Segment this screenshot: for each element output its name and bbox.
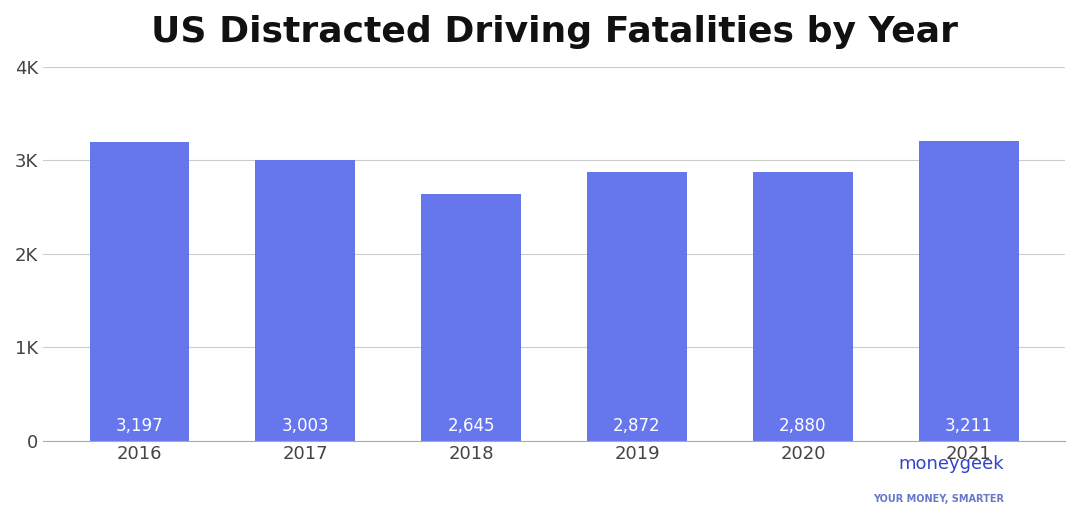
- Bar: [919, 141, 1018, 440]
- Title: US Distracted Driving Fatalities by Year: US Distracted Driving Fatalities by Year: [150, 15, 958, 49]
- Text: 3,003: 3,003: [282, 417, 329, 435]
- Bar: [753, 172, 852, 440]
- Bar: [256, 160, 355, 440]
- Text: 2,645: 2,645: [447, 417, 495, 435]
- Bar: [90, 142, 189, 440]
- Text: 2,880: 2,880: [779, 417, 826, 435]
- Text: 2,872: 2,872: [613, 417, 661, 435]
- Text: YOUR MONEY, SMARTER: YOUR MONEY, SMARTER: [874, 495, 1004, 504]
- Text: 3,197: 3,197: [116, 417, 163, 435]
- Text: 3,211: 3,211: [945, 417, 993, 435]
- Bar: [588, 172, 687, 440]
- Bar: [421, 193, 521, 440]
- Text: moneygeek: moneygeek: [899, 455, 1004, 473]
